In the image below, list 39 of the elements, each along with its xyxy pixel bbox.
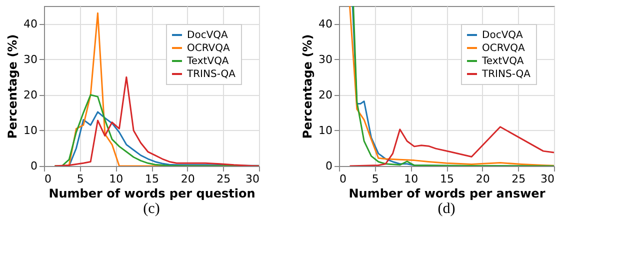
text: (d)	[438, 201, 456, 217]
x-tick-label: 0	[340, 172, 346, 186]
y-tick-label: 40	[318, 17, 332, 30]
x-tick-label: 25	[512, 172, 526, 186]
x-tick-label: 15	[440, 172, 454, 186]
y-axis-title: Percentage (%)	[6, 34, 20, 139]
legend-label: OCRVQA	[482, 43, 525, 54]
x-tick-label: 20	[180, 172, 195, 186]
y-tick-label: 20	[24, 88, 38, 102]
y-tick-label: 20	[318, 88, 332, 102]
x-axis-title: Number of words per question	[48, 186, 256, 200]
text: (c)	[143, 201, 160, 217]
y-tick-label: 10	[318, 124, 332, 137]
x-tick-label: 30	[540, 172, 554, 186]
x-tick-label: 20	[476, 172, 490, 186]
x-tick-label: 10	[109, 172, 124, 186]
y-tick-label: 30	[318, 52, 332, 66]
y-tick-label: 0	[30, 160, 38, 172]
x-tick-label: 10	[404, 172, 418, 186]
legend-label: DocVQA	[482, 30, 524, 41]
x-tick-label: 5	[76, 172, 84, 186]
legend-label: TRINS-QA	[186, 69, 236, 80]
line-series	[349, 126, 554, 166]
legend-label: TextVQA	[481, 56, 524, 67]
y-tick-label: 40	[24, 17, 38, 30]
x-axis-title: Number of words per answer	[348, 186, 546, 200]
y-tick-label: 10	[24, 124, 38, 137]
legend-label: TRINS-QA	[481, 69, 531, 80]
x-tick-label: 0	[44, 172, 52, 186]
legend-label: TextVQA	[186, 56, 229, 67]
legend-label: OCRVQA	[187, 43, 230, 54]
x-tick-label: 15	[145, 172, 159, 186]
y-tick-label: 30	[24, 52, 38, 66]
y-tick-label: 0	[326, 160, 332, 172]
x-tick-label: 25	[216, 172, 231, 186]
y-axis-title: Percentage (%)	[300, 34, 315, 139]
x-tick-label: 5	[372, 172, 379, 186]
x-tick-label: 30	[246, 172, 260, 186]
legend-label: DocVQA	[187, 30, 228, 41]
